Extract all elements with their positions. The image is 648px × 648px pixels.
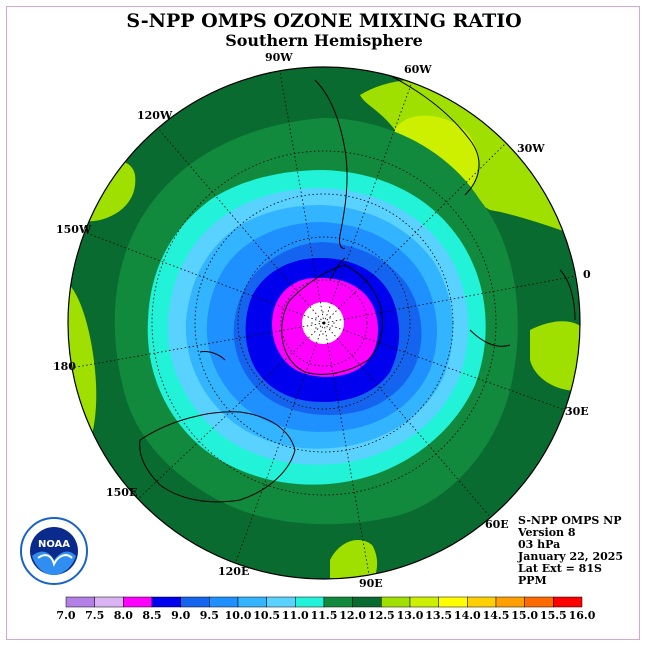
colorbar-swatch xyxy=(123,596,153,608)
colorbar-swatch xyxy=(352,596,382,608)
info-version: Version 8 xyxy=(518,526,576,539)
lon-label-150w: 150W xyxy=(56,223,92,236)
colorbar-tick-label: 10.5 xyxy=(253,609,280,622)
lon-label-30w: 30W xyxy=(517,142,545,155)
colorbar-tick-label: 12.5 xyxy=(368,609,395,622)
lon-label-30e: 30E xyxy=(565,405,589,418)
colorbar-swatch xyxy=(151,596,181,608)
latitude-circle-outer xyxy=(194,193,454,453)
meridian-0 xyxy=(323,275,577,324)
colorbar-swatch xyxy=(438,596,468,608)
coast-antarctica xyxy=(281,264,383,375)
colorbar-swatch xyxy=(409,596,439,608)
ozone-field xyxy=(68,67,580,579)
meridians xyxy=(70,67,577,579)
page-frame xyxy=(6,6,640,640)
colorbar-swatch xyxy=(295,596,325,608)
colorbar-swatch xyxy=(553,596,583,608)
noaa-logo-text: NOAA xyxy=(38,539,70,550)
meridian-150e xyxy=(136,322,325,501)
coast-australia xyxy=(139,411,296,503)
latitude-circles xyxy=(151,150,497,496)
colorbar-swatch xyxy=(323,596,353,608)
colorbar-tick-label: 9.5 xyxy=(200,609,219,622)
colorbar-tick-label: 15.5 xyxy=(540,609,567,622)
colorbar-swatch xyxy=(266,596,296,608)
colorbar-tick-label: 8.0 xyxy=(114,609,133,622)
colorbar-swatch xyxy=(524,596,554,608)
meridian-30e xyxy=(323,322,566,411)
colorbar-tick-label: 9.0 xyxy=(171,609,190,622)
latitude-circle-inner xyxy=(280,279,368,367)
colorbar-tick-label: 14.5 xyxy=(483,609,510,622)
latitude-circle-mid xyxy=(237,236,411,410)
lon-label-90e: 90E xyxy=(359,577,383,590)
lon-label-60w: 60W xyxy=(404,63,432,76)
colorbar: 7.0 7.5 8.0 8.5 9.0 9.5 10.0 10.5 11.0 11.5 12.0 12… xyxy=(56,596,596,622)
colorbar-swatch xyxy=(94,596,124,608)
info-lat-extent: Lat Ext = 81S xyxy=(518,562,602,575)
meridian-60e xyxy=(323,322,493,520)
colorbar-swatch xyxy=(381,596,411,608)
meridian-30w xyxy=(323,140,509,324)
coast-south-america xyxy=(314,79,348,249)
map-subtitle: Southern Hemisphere xyxy=(225,31,423,50)
colorbar-tick-label: 16.0 xyxy=(569,609,596,622)
meridian-60w xyxy=(323,81,413,324)
colorbar-tick-label: 13.0 xyxy=(397,609,424,622)
lon-label-60e: 60E xyxy=(485,518,509,531)
meridian-120w xyxy=(155,125,325,324)
coast-new-zealand xyxy=(199,351,226,361)
meridian-180 xyxy=(70,322,325,369)
lon-label-120w: 120W xyxy=(137,109,173,122)
colorbar-swatch xyxy=(467,596,497,608)
coast-africa xyxy=(559,269,576,321)
meridian-90w xyxy=(278,67,325,324)
colorbar-swatch xyxy=(209,596,239,608)
coast-africa-2 xyxy=(469,329,511,347)
meridian-150w xyxy=(83,231,325,324)
colorbar-tick-label: 11.0 xyxy=(282,609,309,622)
info-block: S-NPP OMPS NP Version 8 03 hPa January 2… xyxy=(518,515,623,587)
info-pressure-level: 03 hPa xyxy=(518,538,561,551)
coast-antarctic-peninsula xyxy=(329,257,346,281)
map-title: S-NPP OMPS OZONE MIXING RATIO xyxy=(126,10,522,32)
info-units: PPM xyxy=(518,574,547,587)
info-date: January 22, 2025 xyxy=(518,550,624,563)
meridian-120e xyxy=(234,322,325,565)
lon-label-150e: 150E xyxy=(106,486,137,499)
lon-label-120e: 120E xyxy=(218,565,249,578)
info-instrument: S-NPP OMPS NP xyxy=(518,514,622,527)
lon-label-180: 180 xyxy=(53,360,76,373)
colorbar-tick-label: 10.0 xyxy=(225,609,252,622)
lon-label-90w: 90W xyxy=(265,51,293,64)
latitude-circle-far xyxy=(151,150,497,496)
colorbar-tick-label: 13.5 xyxy=(425,609,452,622)
colorbar-tick-label: 8.5 xyxy=(142,609,161,622)
colorbar-tick-label: 15.0 xyxy=(511,609,538,622)
colorbar-swatch xyxy=(495,596,525,608)
noaa-logo: NOAA xyxy=(20,517,88,585)
colorbar-tick-label: 11.5 xyxy=(311,609,338,622)
colorbar-tick-label: 14.0 xyxy=(454,609,481,622)
map-border xyxy=(67,66,581,580)
colorbar-tick-label: 7.5 xyxy=(85,609,104,622)
colorbar-tick-label: 7.0 xyxy=(56,609,75,622)
colorbar-tick-label: 12.0 xyxy=(339,609,366,622)
colorbar-swatch xyxy=(65,596,95,608)
lon-label-0: 0 xyxy=(583,268,591,281)
colorbar-swatch xyxy=(180,596,210,608)
colorbar-swatch xyxy=(237,596,267,608)
